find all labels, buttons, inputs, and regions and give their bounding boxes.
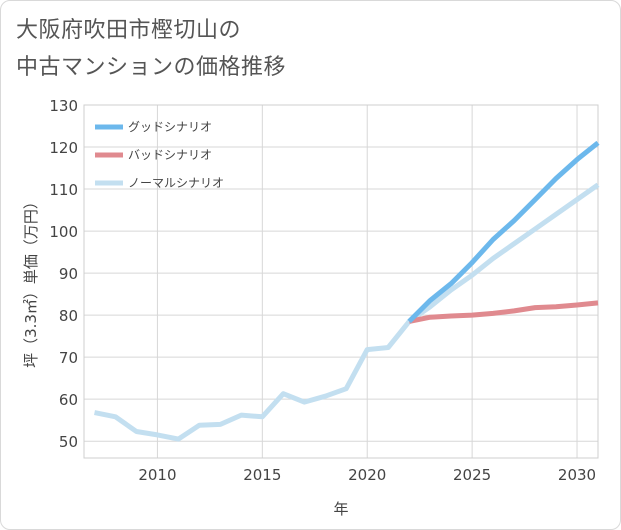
- legend-label-0: グッドシナリオ: [128, 120, 212, 134]
- x-tick-label-2025: 2025: [453, 466, 491, 484]
- series-line-0: [407, 140, 600, 324]
- y-tick-label-80: 80: [59, 307, 78, 325]
- plot-area-border: [83, 104, 599, 459]
- y-tick-label-120: 120: [49, 139, 78, 157]
- y-tick-label-100: 100: [49, 223, 78, 241]
- y-axis-ticks: 50 60 70 80 90 100 110 120 130: [49, 97, 78, 451]
- y-tick-label-130: 130: [49, 97, 78, 115]
- chart-title: 大阪府吹田市樫切山の 中古マンションの価格推移: [16, 12, 286, 86]
- y-tick-label-90: 90: [59, 265, 78, 283]
- grid-lines: [84, 105, 598, 458]
- x-axis-label: 年: [333, 500, 348, 518]
- chart-title-line-1: 大阪府吹田市樫切山の: [16, 18, 242, 43]
- legend-label-2: ノーマルシナリオ: [128, 176, 224, 190]
- x-tick-label-2010: 2010: [138, 466, 176, 484]
- x-tick-label-2020: 2020: [348, 466, 386, 484]
- x-axis-ticks: 2010 2015 2020 2025 2030: [138, 466, 596, 484]
- y-tick-label-60: 60: [59, 391, 78, 409]
- legend-label-1: バッドシナリオ: [128, 148, 212, 162]
- y-axis-label: 坪（3.3㎡）単価（万円）: [22, 194, 40, 368]
- x-tick-label-2015: 2015: [243, 466, 281, 484]
- series-lines: [94, 140, 600, 442]
- y-tick-label-70: 70: [59, 349, 78, 367]
- x-tick-label-2030: 2030: [558, 466, 596, 484]
- y-tick-label-50: 50: [59, 433, 78, 451]
- series-line-2: [94, 182, 600, 442]
- chart-title-line-2: 中古マンションの価格推移: [16, 55, 287, 80]
- y-tick-label-110: 110: [49, 181, 78, 199]
- series-line-1: [408, 300, 599, 324]
